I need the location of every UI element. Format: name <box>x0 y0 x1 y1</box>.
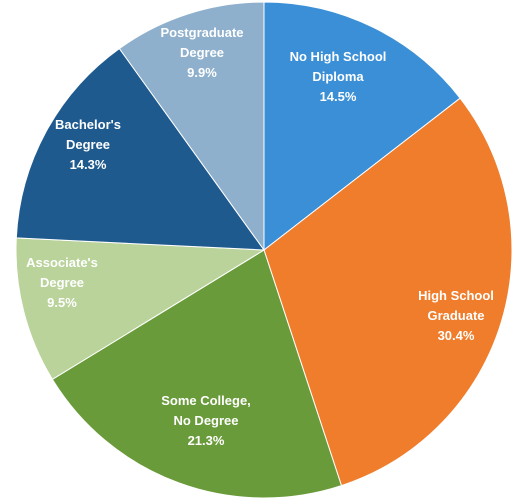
slice-category-label: Bachelor's <box>55 117 121 132</box>
slice-label: Bachelor's Degree 14.3% <box>55 117 121 172</box>
slice-value-label: 14.5% <box>320 89 357 104</box>
slice-category-label: Some College, <box>161 393 251 408</box>
slice-label: Some College, No Degree 21.3% <box>161 393 251 448</box>
slice-value-label: 30.4% <box>438 328 475 343</box>
slice-category-label: Associate's <box>26 255 98 270</box>
labels-layer: No High School Diploma 14.5% High School Gra… <box>26 25 494 448</box>
slice-label: Postgraduate Degree 9.9% <box>160 25 243 80</box>
pie-slice <box>263 97 513 487</box>
slice-label: No High School Diploma 14.5% <box>290 49 387 104</box>
slice-category-label: Degree <box>180 45 224 60</box>
pie-slice <box>15 237 266 381</box>
slice-category-label: Graduate <box>427 308 484 323</box>
slice-category-label: Degree <box>66 137 110 152</box>
pie-slice <box>118 1 265 252</box>
slice-label: High School Graduate 30.4% <box>418 288 494 343</box>
slice-category-label: No Degree <box>173 413 238 428</box>
pie-slice <box>51 249 343 499</box>
pie-slice <box>263 1 461 252</box>
pie-slice <box>15 47 266 251</box>
slice-category-label: Degree <box>40 275 84 290</box>
slice-value-label: 9.5% <box>47 295 77 310</box>
slices-layer <box>15 1 513 499</box>
slice-category-label: Diploma <box>312 69 364 84</box>
slice-value-label: 14.3% <box>70 157 107 172</box>
slice-value-label: 21.3% <box>188 433 225 448</box>
slice-value-label: 9.9% <box>187 65 217 80</box>
slice-category-label: Postgraduate <box>160 25 243 40</box>
slice-category-label: High School <box>418 288 494 303</box>
slice-label: Associate's Degree 9.5% <box>26 255 98 310</box>
slice-category-label: No High School <box>290 49 387 64</box>
